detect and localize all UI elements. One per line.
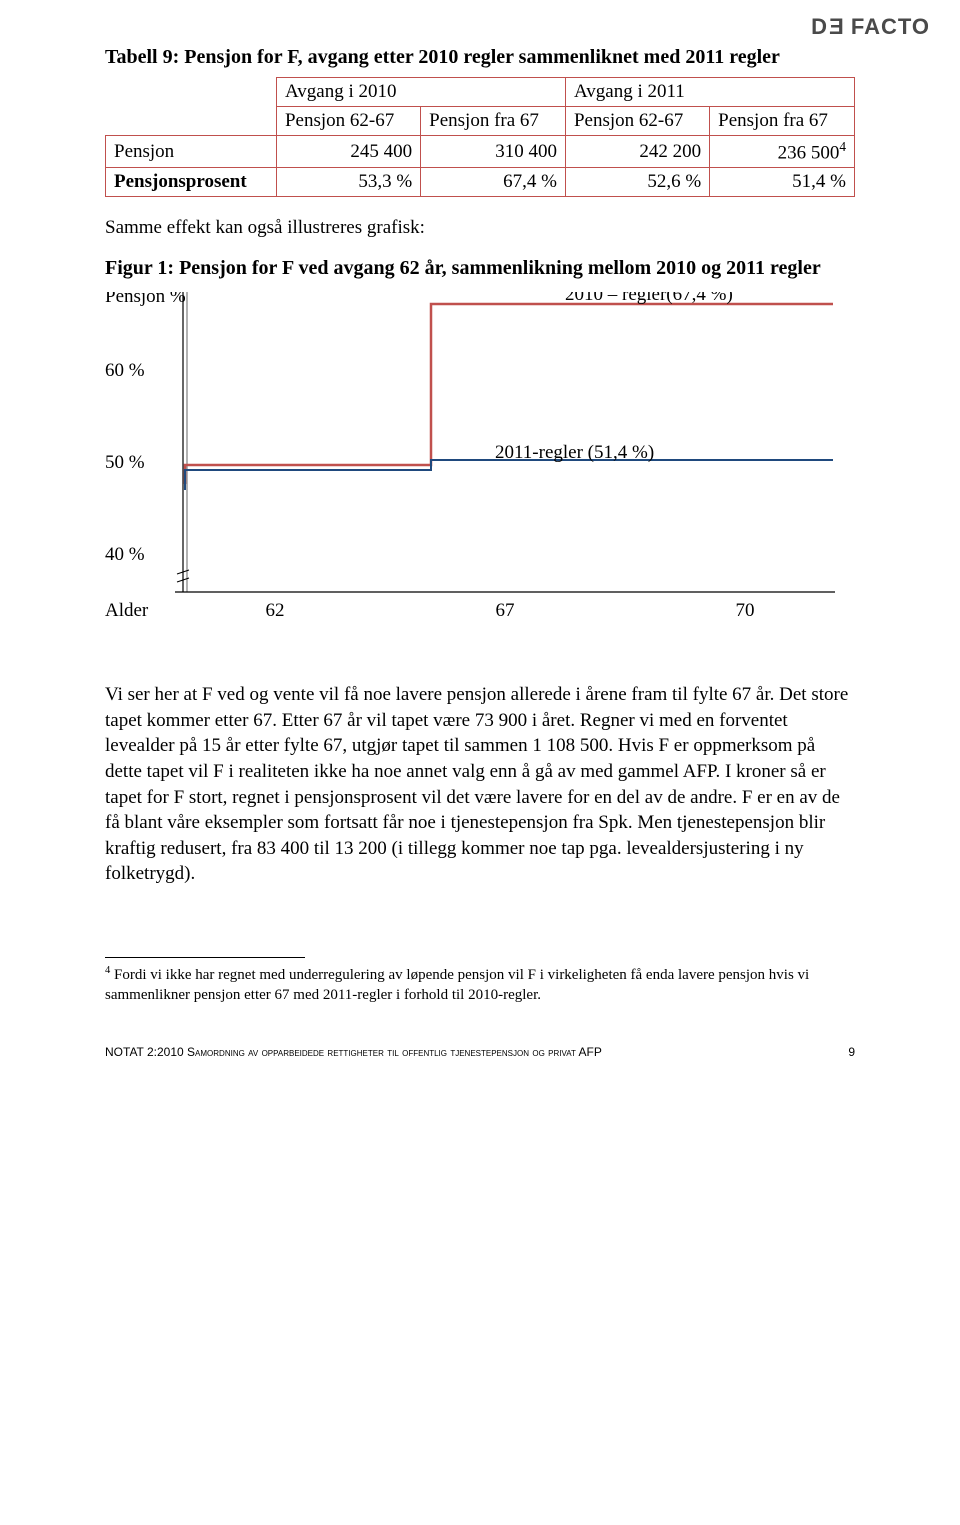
svg-text:Pensjon %: Pensjon % xyxy=(105,292,186,307)
svg-text:70: 70 xyxy=(736,600,755,621)
col-header: Pensjon fra 67 xyxy=(421,107,566,136)
table-cell: 310 400 xyxy=(421,136,566,168)
col-header: Pensjon 62-67 xyxy=(565,107,709,136)
table-blank-cell xyxy=(106,78,277,107)
footnote: 4 Fordi vi ikke har regnet med underregu… xyxy=(105,964,855,1005)
group-header-2011: Avgang i 2011 xyxy=(565,78,854,107)
footer-page-number: 9 xyxy=(848,1045,855,1059)
intro-paragraph: Samme effekt kan også illustreres grafis… xyxy=(105,215,855,241)
row-label: Pensjonsprosent xyxy=(106,168,277,197)
brand-logo: DE FACTO xyxy=(811,14,930,40)
svg-text:40 %: 40 % xyxy=(105,544,145,565)
group-header-2010: Avgang i 2010 xyxy=(276,78,565,107)
table-cell: 52,6 % xyxy=(565,168,709,197)
svg-text:2011-regler (51,4 %): 2011-regler (51,4 %) xyxy=(495,442,654,463)
chart-svg: Pensjon % 60 % 50 % 40 % 2010 – regler(67,4 … xyxy=(105,292,855,622)
svg-text:60 %: 60 % xyxy=(105,360,145,381)
table-title: Tabell 9: Pensjon for F, avgang etter 20… xyxy=(105,44,855,71)
row-label: Pensjon xyxy=(106,136,277,168)
pension-table: Avgang i 2010 Avgang i 2011 Pensjon 62-6… xyxy=(105,77,855,197)
svg-text:50 %: 50 % xyxy=(105,452,145,473)
table-cell: 51,4 % xyxy=(710,168,855,197)
table-blank-cell xyxy=(106,107,277,136)
footer-left: NOTAT 2:2010 Samordning av opparbeidede … xyxy=(105,1045,602,1059)
svg-text:62: 62 xyxy=(266,600,285,621)
col-header: Pensjon 62-67 xyxy=(276,107,420,136)
footnote-text: Fordi vi ikke har regnet med underregule… xyxy=(105,967,809,1003)
footnote-separator xyxy=(105,957,305,958)
table-cell: 242 200 xyxy=(565,136,709,168)
table-cell: 53,3 % xyxy=(276,168,420,197)
table-cell: 236 5004 xyxy=(710,136,855,168)
svg-text:Alder: Alder xyxy=(105,600,149,621)
svg-text:2010 – regler(67,4 %): 2010 – regler(67,4 %) xyxy=(565,292,733,305)
body-paragraph: Vi ser her at F ved og vente vil få noe … xyxy=(105,682,855,887)
svg-text:67: 67 xyxy=(496,600,515,621)
table-cell: 245 400 xyxy=(276,136,420,168)
figure-title: Figur 1: Pensjon for F ved avgang 62 år,… xyxy=(105,255,855,282)
table-cell: 67,4 % xyxy=(421,168,566,197)
pension-chart: Pensjon % 60 % 50 % 40 % 2010 – regler(67,4 … xyxy=(105,292,855,622)
col-header: Pensjon fra 67 xyxy=(710,107,855,136)
page-footer: NOTAT 2:2010 Samordning av opparbeidede … xyxy=(105,1045,855,1059)
